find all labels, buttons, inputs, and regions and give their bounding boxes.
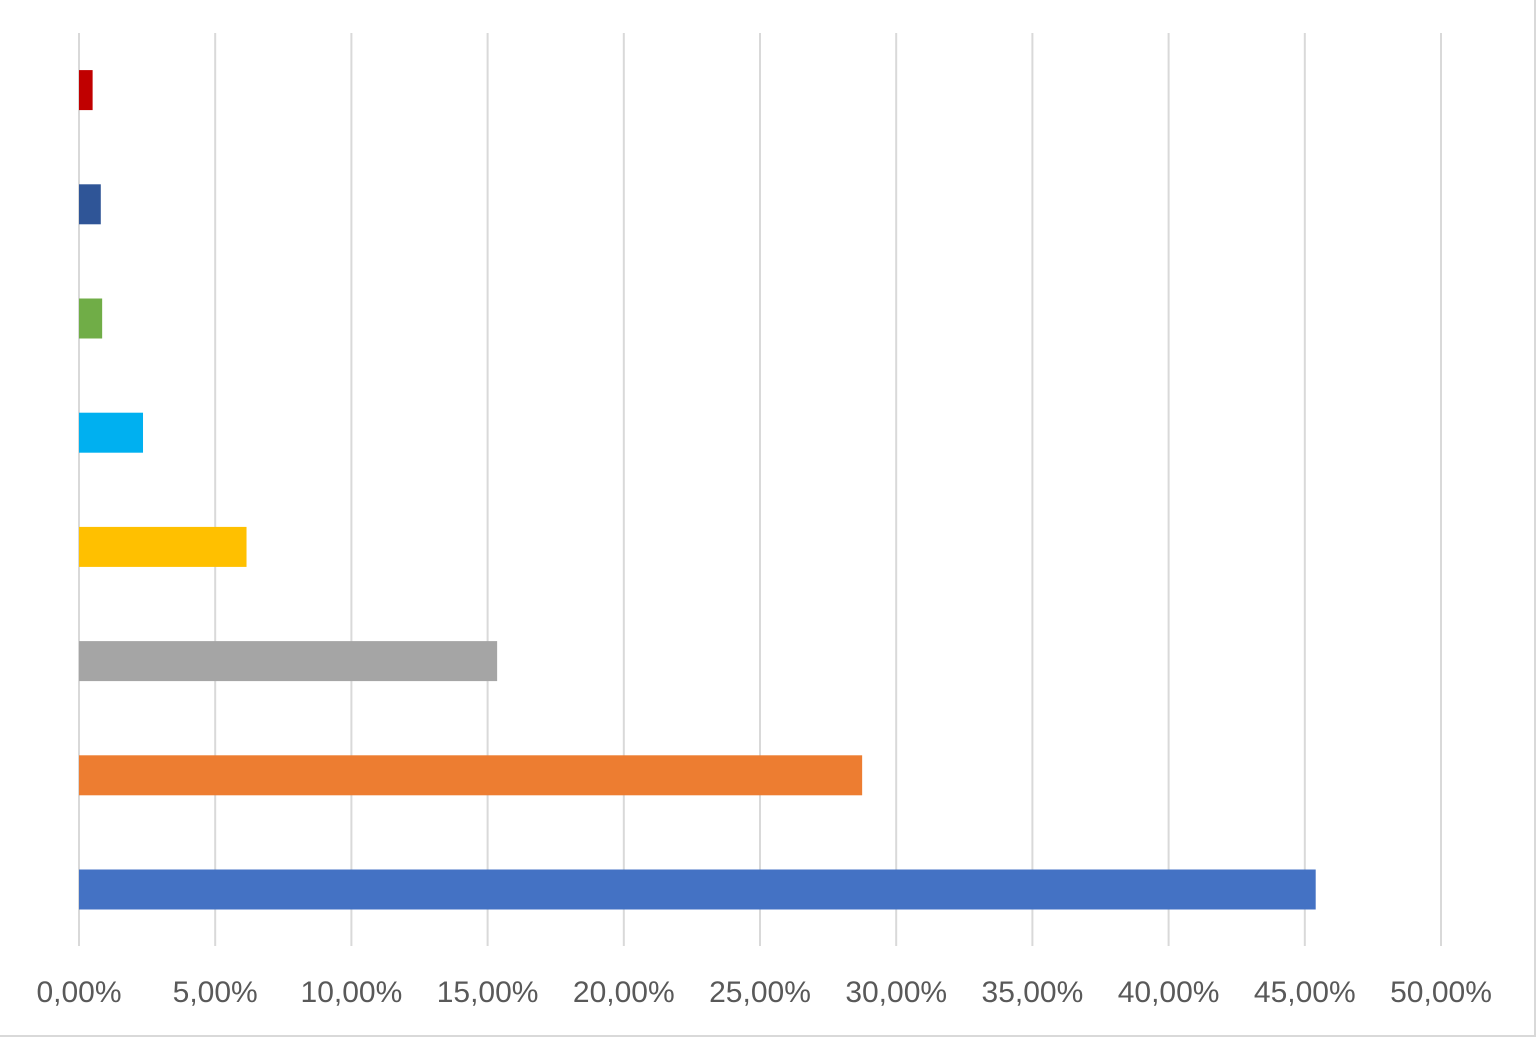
bars (79, 70, 1316, 910)
x-tick-label-3: 15,00% (437, 976, 539, 1009)
bar-7 (79, 70, 93, 111)
x-axis-tick-labels: 0,00% 5,00% 10,00% 15,00% 20,00% 25,00% 30,00%… (36, 976, 1491, 1009)
x-tick-label-1: 5,00% (173, 976, 258, 1009)
gridlines (78, 33, 1442, 946)
bar-4 (79, 412, 144, 453)
x-tick-label-9: 45,00% (1254, 976, 1356, 1009)
x-tick-label-7: 35,00% (982, 976, 1084, 1009)
bar-2 (79, 641, 498, 682)
x-tick-label-4: 20,00% (573, 976, 675, 1009)
x-tick-label-5: 25,00% (709, 976, 811, 1009)
x-tick-label-10: 50,00% (1390, 976, 1492, 1009)
x-tick-label-0: 0,00% (36, 976, 121, 1009)
x-tick-label-2: 10,00% (301, 976, 403, 1009)
bar-0 (79, 869, 1316, 910)
bar-3 (79, 526, 247, 567)
bar-5 (79, 298, 103, 339)
x-tick-label-6: 30,00% (845, 976, 947, 1009)
bar-1 (79, 755, 863, 796)
x-tick-label-8: 40,00% (1118, 976, 1220, 1009)
bar-6 (79, 184, 101, 225)
